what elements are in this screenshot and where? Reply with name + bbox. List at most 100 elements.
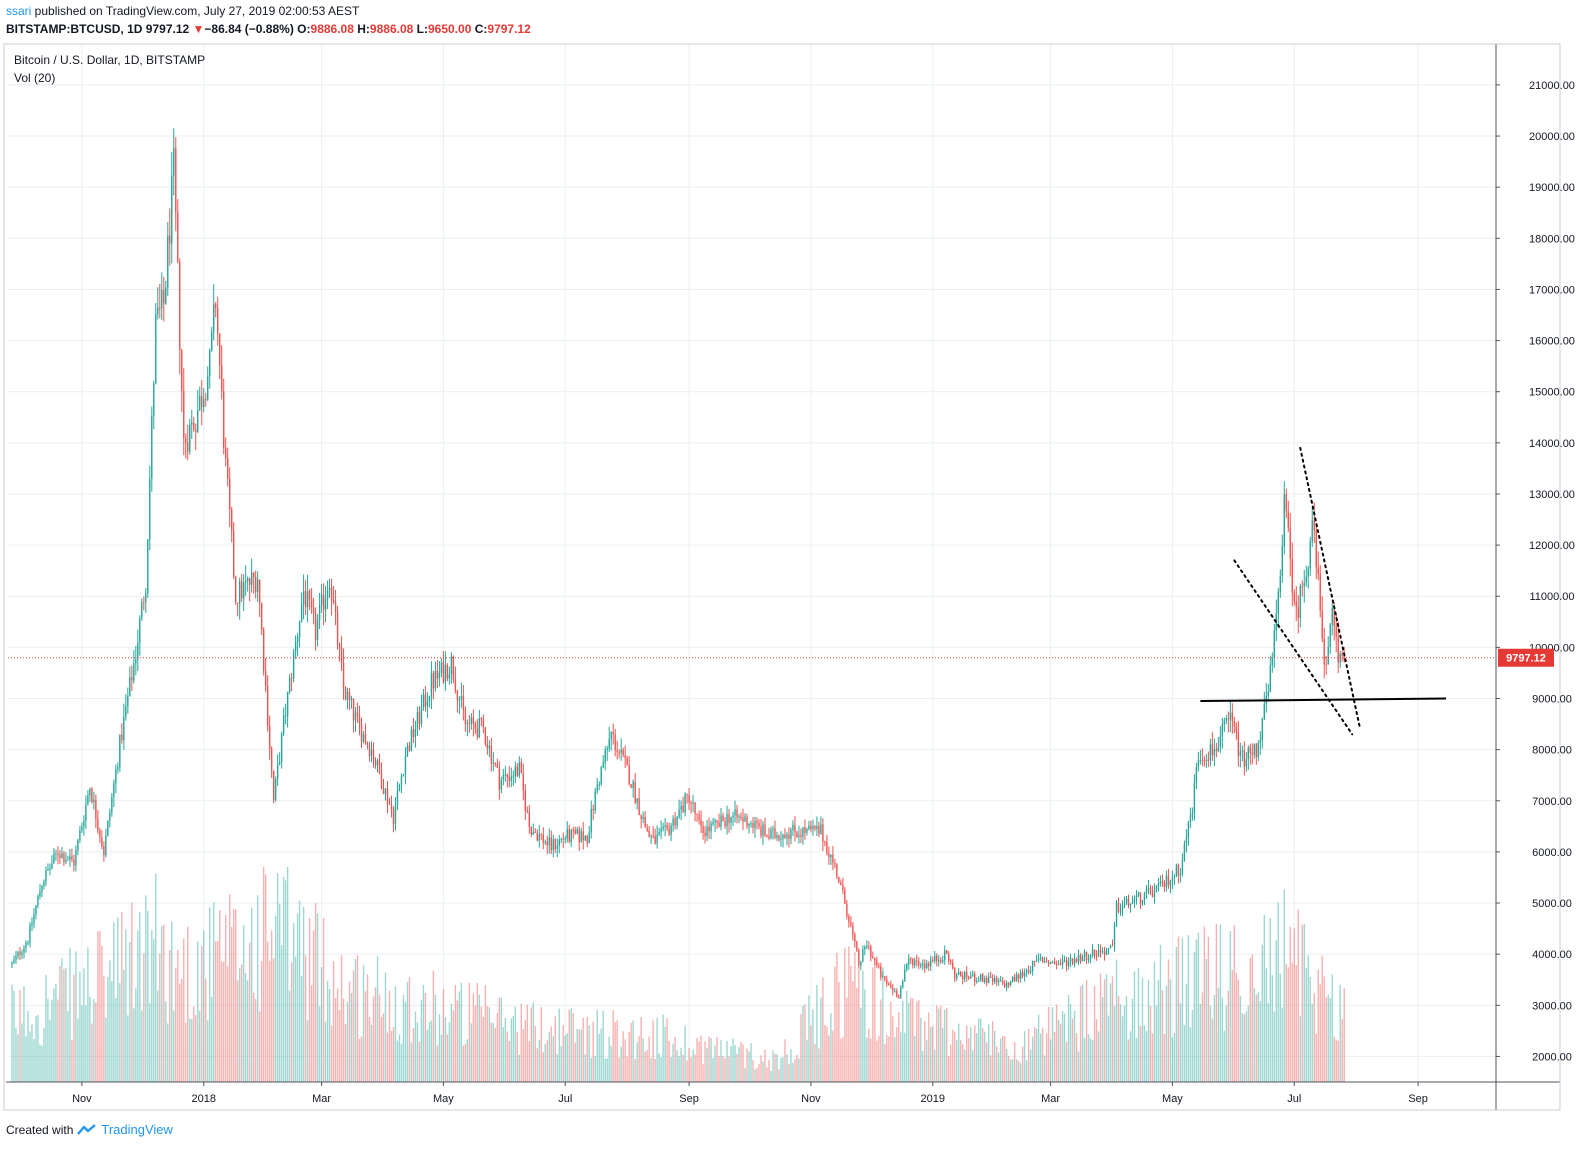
volume-bar: [354, 959, 357, 1082]
candle-body: [1077, 955, 1080, 962]
volume-bar: [1333, 1036, 1335, 1082]
volume-bar: [824, 1024, 826, 1082]
volume-bar: [1075, 1033, 1078, 1082]
volume-bar: [316, 913, 319, 1082]
volume-bar: [1313, 993, 1315, 1082]
wedge-trendline[interactable]: [1299, 446, 1362, 731]
candle-body: [458, 699, 461, 701]
candle-body: [920, 965, 922, 967]
volume-bar: [1067, 995, 1070, 1082]
volume-bar: [356, 955, 359, 1082]
candle-body: [133, 663, 135, 681]
candle-body: [700, 819, 702, 827]
candle-body: [654, 836, 656, 844]
candle-body: [826, 841, 828, 854]
candle-body: [1069, 958, 1072, 962]
candle-body: [187, 442, 189, 452]
volume-bar: [918, 1000, 920, 1082]
candle-body: [318, 605, 321, 621]
candle-body: [1337, 636, 1339, 663]
candle-body: [568, 829, 570, 842]
support-line[interactable]: [1200, 697, 1447, 703]
volume-bar: [41, 1045, 43, 1082]
candle-body: [418, 711, 421, 725]
candle-body: [606, 748, 608, 751]
volume-bar: [207, 1020, 209, 1082]
candle-body: [197, 410, 199, 432]
volume-bar: [175, 968, 177, 1082]
volume-bar: [1267, 1002, 1270, 1082]
candle-body: [838, 876, 840, 883]
volume-bar: [596, 1009, 598, 1082]
volume-bar: [1069, 1004, 1072, 1082]
candle-body: [1123, 903, 1126, 906]
candle-body: [512, 776, 515, 778]
volume-bar: [834, 966, 836, 1082]
candle-body: [1183, 843, 1186, 861]
published-text: published on TradingView.com, July 27, 2…: [31, 4, 360, 18]
volume-bar: [828, 1035, 830, 1082]
candle-body: [422, 694, 425, 707]
candle-body: [256, 579, 259, 592]
candle-body: [612, 731, 614, 735]
candle-body: [103, 846, 105, 856]
volume-bar: [1173, 1033, 1176, 1082]
candle-body: [238, 581, 241, 604]
volume-bar: [758, 1063, 760, 1082]
candle-body: [702, 826, 704, 833]
candle-body: [1247, 747, 1250, 760]
candle-body: [1087, 958, 1090, 960]
volume-bar: [225, 914, 227, 1082]
candle-body: [592, 808, 594, 811]
tradingview-brand[interactable]: TradingView: [101, 1122, 173, 1137]
author-link[interactable]: ssari: [6, 4, 32, 18]
volume-bar: [979, 1018, 982, 1082]
candle-body: [47, 869, 49, 871]
volume-bar: [157, 990, 159, 1082]
candle-body: [374, 760, 377, 766]
candle-body: [234, 576, 237, 603]
candlesticks: [11, 128, 1345, 999]
candle-body: [1271, 657, 1273, 666]
candle-body: [135, 659, 137, 664]
volume-bar: [654, 1058, 656, 1082]
candle-body: [338, 644, 341, 648]
price-axis[interactable]: 2000.00 3000.00 4000.00 5000.00 6000.00 7000.…: [1496, 80, 1575, 1064]
volume-bar: [536, 1048, 538, 1082]
candle-body: [376, 760, 379, 766]
time-axis[interactable]: Nov 2018 Mar May Jul Sep Nov 2019 Mar May Jul Sep: [72, 1082, 1428, 1105]
volume-bar: [1171, 1037, 1174, 1082]
y-tick-label: 18000.00: [1529, 233, 1575, 245]
wedge-trendline[interactable]: [1233, 559, 1354, 736]
y-tick-label: 21000.00: [1529, 80, 1575, 92]
volume-bar: [209, 907, 211, 1082]
y-tick-label: 2000.00: [1532, 1051, 1572, 1063]
candle-body: [830, 854, 832, 858]
volume-bar: [1167, 959, 1170, 1082]
volume-bar: [1053, 1031, 1056, 1082]
candle-body: [1227, 718, 1230, 720]
x-tick-label: Sep: [1408, 1093, 1428, 1105]
candle-body: [480, 718, 483, 720]
volume-bar: [1107, 1015, 1110, 1082]
candle-body: [794, 824, 796, 833]
volume-bar: [964, 1049, 966, 1082]
volume-bar: [564, 1035, 566, 1082]
volume-bar: [508, 1041, 511, 1082]
volume-bar: [103, 976, 105, 1082]
volume-bar: [640, 1017, 642, 1082]
trendlines[interactable]: [8, 446, 1496, 736]
y-tick-label: 3000.00: [1532, 1000, 1572, 1012]
candle-body: [205, 398, 207, 400]
candle-body: [147, 539, 149, 594]
candle-body: [302, 591, 305, 605]
candle-body: [177, 212, 179, 263]
candle-body: [15, 955, 17, 960]
volume-bar: [512, 1015, 515, 1082]
volume-bar: [956, 1040, 958, 1082]
volume-bar: [1113, 1005, 1116, 1082]
candle-body: [652, 835, 654, 837]
volume-bar: [1193, 952, 1196, 1082]
volume-bar: [1251, 954, 1254, 1082]
